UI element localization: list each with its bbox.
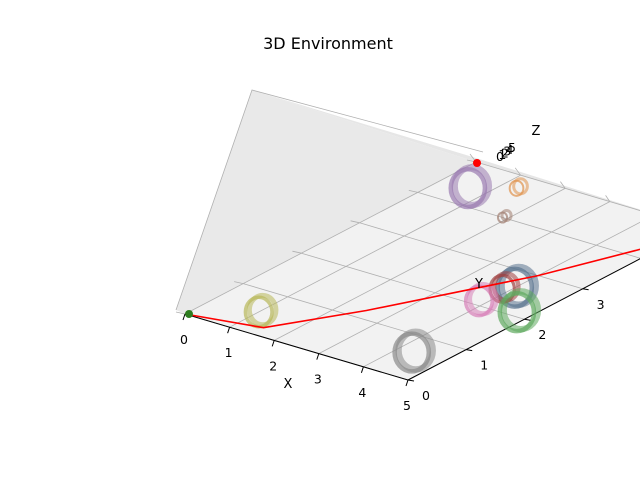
grid-line-x	[229, 174, 521, 328]
grid-line-x	[318, 201, 610, 354]
obstacle-ring	[496, 211, 509, 224]
obstacle-ring	[508, 179, 525, 197]
grid-line-wall	[292, 250, 302, 254]
x-tick-label: 4	[358, 385, 366, 400]
y-tick-mark	[582, 288, 589, 291]
x-tick-label: 3	[314, 372, 322, 387]
start-point	[185, 310, 193, 318]
x-tick-mark	[360, 366, 364, 373]
axis-lines	[184, 258, 640, 381]
z-tick-label: 2	[501, 145, 509, 160]
obstacle-ring	[495, 266, 535, 309]
wall-edge	[175, 89, 484, 311]
z-tick-label: 4	[506, 142, 514, 157]
path-group	[184, 159, 640, 329]
grid-line-x	[363, 221, 640, 368]
y-tick-label: 2	[538, 327, 546, 342]
z-axis-label: Z	[532, 124, 541, 139]
tick-labels: 012345012345012345	[180, 140, 605, 413]
y-tick-mark	[466, 349, 473, 352]
z-tick-label: 3	[503, 144, 511, 159]
chart-title: 3D Environment	[263, 34, 393, 53]
grid-line-wall	[605, 195, 611, 202]
x-tick-label: 5	[403, 398, 411, 413]
goal-point	[473, 159, 481, 167]
obstacle-ring	[497, 291, 537, 334]
grid-line-wall	[175, 311, 186, 315]
path-line	[184, 248, 640, 329]
obstacle-ring	[448, 167, 488, 210]
x-axis-line	[184, 313, 409, 381]
y-tick-label: 3	[597, 297, 605, 312]
y-tick-label: 0	[422, 388, 430, 403]
y-tick-label: 1	[480, 358, 488, 373]
y-axis-label: Y	[474, 277, 483, 292]
x-tick-mark	[227, 327, 231, 334]
y-axis-line	[407, 258, 640, 381]
side-pane	[176, 90, 476, 314]
grid-line-x	[184, 161, 477, 315]
grid-line-wall	[234, 281, 244, 284]
z-tick-label: 0	[496, 149, 504, 164]
floor-pane	[185, 162, 640, 380]
x-tick-label: 0	[180, 332, 188, 347]
grid-line-wall	[408, 190, 418, 193]
x-tick-mark	[271, 340, 275, 347]
grid-line-y	[301, 252, 525, 320]
grid-line-wall	[514, 167, 521, 176]
grid-line-wall	[560, 181, 566, 189]
x-axis-label: X	[284, 377, 293, 392]
x-tick-mark	[316, 353, 320, 360]
x-tick-label: 1	[225, 345, 233, 360]
obstacle-ring	[392, 331, 432, 374]
obstacle-ring	[463, 284, 494, 318]
grid-line-x	[274, 188, 566, 341]
x-tick-label: 2	[269, 358, 277, 373]
x-tick-mark	[405, 379, 409, 387]
y-tick-mark	[407, 379, 415, 382]
grid-line-y	[475, 161, 640, 211]
z-tick-label: 5	[508, 140, 516, 155]
y-tick-mark	[524, 318, 531, 321]
obstacles-group	[243, 164, 542, 374]
z-tick-label: 1	[498, 147, 506, 162]
grid-line-y	[359, 222, 583, 290]
back-pane	[252, 90, 640, 211]
axes-panes	[176, 90, 640, 380]
x-tick-mark	[182, 313, 186, 321]
grid-line-wall	[350, 220, 360, 224]
